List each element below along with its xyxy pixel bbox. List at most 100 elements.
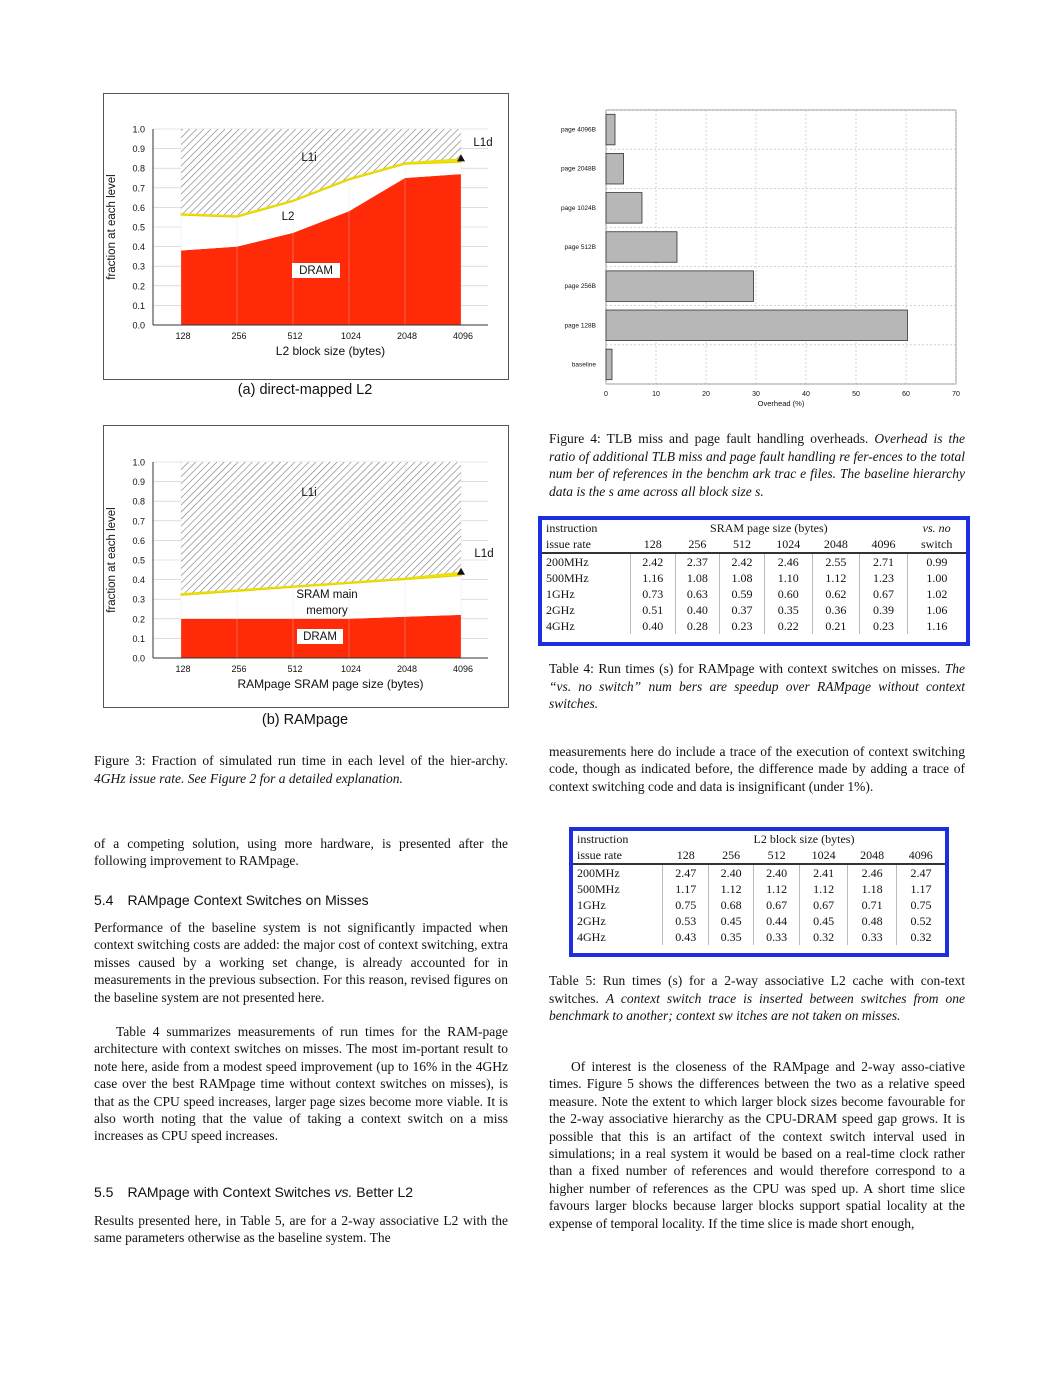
table-row: 1GHz 0.73 0.63 0.59 0.60 0.62 0.67 1.02 <box>542 586 966 602</box>
table-header-cell: SRAM page size (bytes) <box>710 520 828 535</box>
x-tick-label: 2048 <box>397 331 417 341</box>
table-cell: 0.67 <box>798 897 848 913</box>
category-label: page 256B <box>565 283 596 290</box>
y-tick-label: 0.7 <box>132 183 145 193</box>
y-tick-label: 0.2 <box>132 614 145 624</box>
table-cell: 200MHz <box>577 865 620 880</box>
x-tick-label: 60 <box>902 391 910 398</box>
y-tick-label: 0.3 <box>132 262 145 272</box>
table-header-cell: 1024 <box>799 847 848 865</box>
table-cell: 0.67 <box>859 586 908 602</box>
y-tick-label: 0.9 <box>132 144 145 154</box>
x-tick-label: 0 <box>604 391 608 398</box>
table-5-caption: Table 5: Run times (s) for a 2-way assoc… <box>549 972 965 1025</box>
table-header-cell: 512 <box>719 536 765 554</box>
region-label: L1d <box>474 548 493 560</box>
table-cell: 0.68 <box>707 897 754 913</box>
table-cell: 0.40 <box>629 618 676 634</box>
table-cell: 0.52 <box>895 913 945 929</box>
x-tick-label: 128 <box>175 664 190 674</box>
y-tick-label: 0.1 <box>132 301 145 311</box>
y-tick-label: 0.5 <box>132 556 145 566</box>
table-row: 2GHz 0.53 0.45 0.44 0.45 0.48 0.52 <box>573 913 945 929</box>
bar-page-512b <box>605 231 678 263</box>
table-cell: 2GHz <box>577 913 606 928</box>
section-heading-5-5: 5.5 RAMpage with Context Switches vs. Be… <box>94 1184 413 1200</box>
table-cell: 2.55 <box>811 553 860 570</box>
section-5-5-text-a: 5.5 RAMpage with Context Switches <box>94 1184 335 1200</box>
table-header-cell: instruction <box>577 831 629 846</box>
y-tick-label: 0.4 <box>132 575 145 585</box>
x-tick-label: 30 <box>752 391 760 398</box>
x-tick-label: 4096 <box>453 331 473 341</box>
table-cell: 4GHz <box>577 929 606 944</box>
x-tick-label: 20 <box>702 391 710 398</box>
table-4: instruction SRAM page size (bytes) vs. no i… <box>538 516 970 646</box>
y-tick-label: 0.0 <box>132 654 145 664</box>
table-cell: 1.12 <box>798 881 848 897</box>
table-cell: 0.44 <box>753 913 800 929</box>
table-cell: 0.51 <box>629 602 676 618</box>
table-cell: 0.35 <box>763 602 813 618</box>
table-cell: 0.39 <box>859 602 908 618</box>
table-cell: 0.45 <box>707 913 754 929</box>
table-cell: 1.16 <box>906 618 966 634</box>
table-cell: 2.40 <box>753 864 800 881</box>
table-cell: 0.33 <box>847 929 897 945</box>
region-label: L1i <box>301 152 316 164</box>
table-header-cell: 4096 <box>896 847 945 865</box>
table-cell: 1.00 <box>906 570 966 586</box>
table-header-cell: 4096 <box>859 536 908 554</box>
x-tick-label: 512 <box>287 331 302 341</box>
table-cell: 1GHz <box>546 586 575 601</box>
table-header-cell: issue rate <box>542 536 631 554</box>
region-label: DRAM <box>303 631 337 643</box>
figure-3a-frame: 0.0 0.1 0.2 0.3 0.4 0.5 0.6 0.7 0.8 0.9 1.0 128 256 5… <box>103 93 509 380</box>
region-label: L1i <box>301 487 316 499</box>
table-cell: 0.40 <box>674 602 720 618</box>
paragraph-competing: of a competing solution, using more hard… <box>94 836 508 869</box>
y-tick-label: 0.6 <box>132 536 145 546</box>
table-row: 200MHz 2.42 2.37 2.42 2.46 2.55 2.71 0.99 <box>542 553 966 570</box>
table-cell: 500MHz <box>546 570 589 585</box>
category-label: page 1024B <box>561 205 596 212</box>
figure-3-caption: Figure 3: Fraction of simulated run time… <box>94 752 508 787</box>
y-tick-label: 0.9 <box>132 477 145 487</box>
table-cell: 0.28 <box>674 618 720 634</box>
figure-3b-chart: 0.0 0.1 0.2 0.3 0.4 0.5 0.6 0.7 0.8 0.9 1.0 128 256 5… <box>106 458 494 692</box>
table-cell: 1.08 <box>674 570 720 586</box>
table-cell: 0.23 <box>859 618 908 634</box>
figure-3b-subcaption: (b) RAMpage <box>261 712 349 728</box>
section-5-5-text-b: Better L2 <box>352 1184 414 1200</box>
table-cell: 1.23 <box>859 570 908 586</box>
y-tick-label: 0.5 <box>132 223 145 233</box>
table-row: 500MHz 1.16 1.08 1.08 1.10 1.12 1.23 1.00 <box>542 570 966 586</box>
figure-4-caption: Figure 4: TLB miss and page fault handli… <box>549 430 965 500</box>
table-cell: 2.42 <box>719 553 765 570</box>
paragraph-5-4-a: Performance of the baseline system is no… <box>94 920 508 1005</box>
table-cell: 0.75 <box>895 897 945 913</box>
table-header-row: issue rate 128 256 512 1024 2048 4096 switch <box>542 536 966 554</box>
y-tick-label: 0.2 <box>132 281 145 291</box>
table-cell: 2GHz <box>546 602 575 617</box>
x-tick-label: 128 <box>175 331 190 341</box>
table-cell: 0.75 <box>662 897 709 913</box>
table-cell: 0.21 <box>811 618 860 634</box>
x-axis-label: Overhead (%) <box>758 399 805 408</box>
table-header-row: instruction SRAM page size (bytes) vs. no <box>542 520 966 536</box>
x-tick-label: 2048 <box>397 664 417 674</box>
table-cell: 0.22 <box>763 618 813 634</box>
region-label-box <box>297 629 343 644</box>
table-cell: 2.71 <box>859 553 908 570</box>
y-tick-label: 0.0 <box>132 321 145 331</box>
table-4-caption-lead: Table 4: Run times (s) for RAMpage with … <box>549 661 941 676</box>
bar-page-1024b <box>605 192 643 224</box>
bar-page-128b <box>605 309 908 341</box>
x-tick-label: 70 <box>952 391 960 398</box>
y-tick-label: 0.8 <box>132 497 145 507</box>
region-label-box <box>292 263 340 278</box>
paragraph-5-4-b: Table 4 summarizes measurements of run t… <box>94 1024 508 1144</box>
table-5-grid: instruction L2 block size (bytes) issue ra… <box>573 831 945 945</box>
paragraph-measurements: measurements here do include a trace of … <box>549 744 965 794</box>
category-label: page 2048B <box>561 166 596 173</box>
